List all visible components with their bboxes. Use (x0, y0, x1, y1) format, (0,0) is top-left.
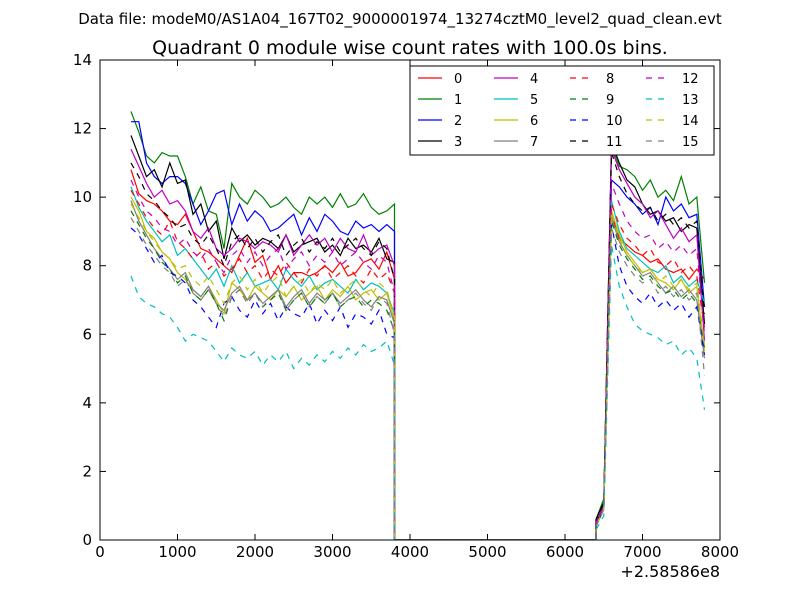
legend-label-12: 12 (682, 72, 699, 87)
legend-label-7: 7 (530, 135, 538, 150)
x-axis: 0 1000 2000 3000 4000 5000 6000 7000 8000 (95, 60, 739, 561)
x-tick-label: 3000 (313, 543, 351, 561)
series-lines (130, 111, 706, 540)
x-tick-label: 5000 (468, 543, 506, 561)
series-line-12 (130, 179, 706, 540)
y-tick-label: 2 (82, 462, 92, 480)
figure-suptitle: Data file: modeM0/AS1A04_167T02_90000019… (78, 10, 722, 29)
series-line-4 (130, 148, 706, 540)
legend-label-13: 13 (682, 93, 699, 108)
y-tick-label: 4 (82, 394, 92, 412)
x-tick-label: 0 (95, 543, 105, 561)
legend-label-11: 11 (606, 135, 623, 150)
legend-label-10: 10 (606, 114, 623, 129)
series-line-1 (130, 111, 706, 540)
series-line-13 (130, 244, 706, 540)
x-tick-label: 6000 (546, 543, 584, 561)
legend-label-3: 3 (454, 135, 462, 150)
series-line-8 (130, 190, 706, 540)
y-tick-label: 12 (73, 120, 92, 138)
legend-frame (409, 65, 715, 156)
x-axis-offset-label: +2.58586e8 (620, 562, 720, 581)
x-tick-label: 8000 (701, 543, 739, 561)
x-tick-label: 2000 (236, 543, 274, 561)
legend-label-15: 15 (682, 135, 699, 150)
legend-label-6: 6 (530, 114, 538, 129)
y-tick-label: 6 (82, 325, 92, 343)
y-tick-label: 8 (82, 257, 92, 275)
series-line-14 (130, 203, 706, 540)
series-line-0 (130, 169, 705, 540)
y-tick-label: 10 (73, 188, 92, 206)
series-line-3 (130, 135, 706, 540)
x-tick-label: 4000 (391, 543, 429, 561)
chart-title: Quadrant 0 module wise count rates with … (152, 37, 668, 59)
x-tick-label: 7000 (623, 543, 661, 561)
legend-label-5: 5 (530, 93, 538, 108)
y-tick-label: 0 (82, 531, 92, 549)
legend-label-2: 2 (454, 114, 462, 129)
legend-label-14: 14 (682, 114, 699, 129)
y-tick-label: 14 (73, 51, 92, 69)
legend-label-9: 9 (606, 93, 614, 108)
legend-label-1: 1 (454, 93, 462, 108)
series-line-5 (130, 186, 706, 540)
x-tick-label: 1000 (158, 543, 196, 561)
series-line-11 (130, 152, 706, 540)
plot-area: 0 1000 2000 3000 4000 5000 6000 7000 8000 0 2 4 6 8 1… (73, 51, 739, 581)
legend-label-0: 0 (454, 72, 462, 87)
series-line-10 (130, 224, 706, 540)
series-line-9 (130, 210, 706, 540)
legend-label-4: 4 (530, 72, 538, 87)
legend-label-8: 8 (606, 72, 614, 87)
